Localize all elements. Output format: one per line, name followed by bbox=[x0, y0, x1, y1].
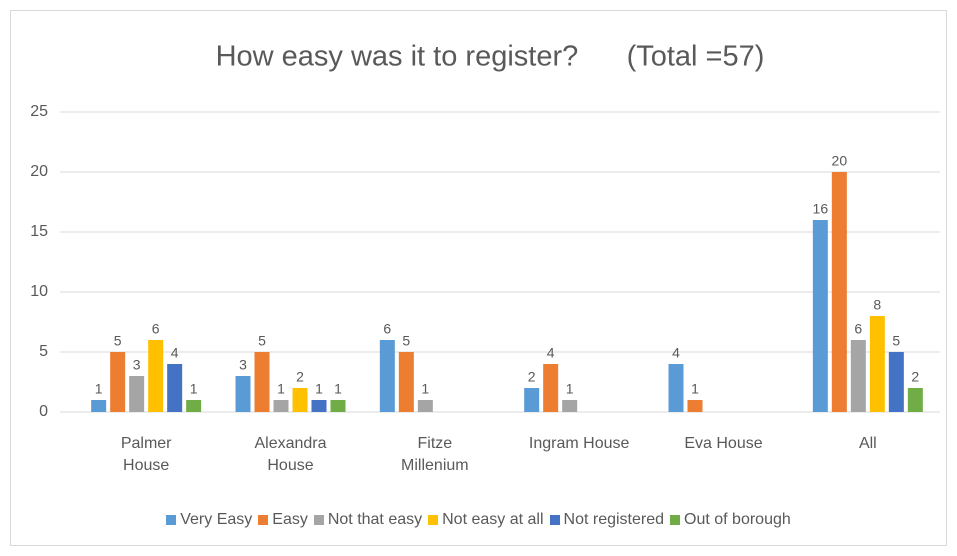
bar bbox=[888, 352, 904, 412]
bar bbox=[235, 376, 251, 412]
legend-item: Very Easy bbox=[166, 511, 252, 529]
y-tick-label: 10 bbox=[30, 283, 48, 300]
y-tick-label: 15 bbox=[30, 223, 48, 240]
x-tick-label: Ingram House bbox=[528, 435, 630, 452]
data-label: 1 bbox=[190, 381, 198, 397]
x-tick-label: Eva House bbox=[684, 435, 763, 452]
legend-swatch bbox=[549, 515, 560, 525]
y-tick-label: 25 bbox=[30, 103, 48, 120]
legend-item: Out of borough bbox=[670, 511, 791, 529]
bar bbox=[562, 400, 578, 412]
chart-title: How easy was it to register? (Total =57) bbox=[216, 41, 765, 73]
legend-swatch bbox=[166, 515, 177, 525]
data-label: 1 bbox=[691, 381, 699, 397]
chart-border bbox=[10, 10, 947, 546]
data-label: 3 bbox=[133, 357, 141, 373]
data-label: 1 bbox=[277, 381, 285, 397]
data-label: 2 bbox=[296, 369, 304, 385]
bar bbox=[91, 400, 107, 412]
y-tick-label: 5 bbox=[39, 343, 48, 360]
data-label: 1 bbox=[315, 381, 323, 397]
legend-swatch bbox=[428, 515, 439, 525]
data-label: 1 bbox=[421, 381, 429, 397]
data-label: 8 bbox=[873, 297, 881, 313]
legend-label: Not registered bbox=[563, 511, 665, 528]
bar bbox=[543, 364, 559, 412]
legend-item: Easy bbox=[258, 511, 308, 529]
data-label: 5 bbox=[258, 333, 266, 349]
data-label: 1 bbox=[334, 381, 342, 397]
legend-item: Not registered bbox=[549, 511, 665, 529]
data-label: 5 bbox=[402, 333, 410, 349]
bar bbox=[148, 340, 164, 412]
bar bbox=[379, 340, 395, 412]
legend-label: Not that easy bbox=[327, 511, 423, 528]
bar bbox=[398, 352, 414, 412]
data-label: 6 bbox=[152, 321, 160, 337]
bar bbox=[292, 388, 308, 412]
data-label: 6 bbox=[383, 321, 391, 337]
data-label: 4 bbox=[672, 345, 680, 361]
legend-item: Not that easy bbox=[313, 511, 423, 529]
data-label: 3 bbox=[239, 357, 247, 373]
legend-swatch bbox=[313, 515, 324, 525]
bar bbox=[831, 172, 847, 412]
data-label: 1 bbox=[95, 381, 103, 397]
bar bbox=[129, 376, 145, 412]
bar bbox=[524, 388, 540, 412]
data-label: 16 bbox=[813, 201, 829, 217]
bar bbox=[330, 400, 346, 412]
legend-label: Out of borough bbox=[684, 511, 791, 528]
data-label: 20 bbox=[832, 153, 848, 169]
data-label: 4 bbox=[547, 345, 555, 361]
bar bbox=[167, 364, 183, 412]
x-tick-label: Fitze Millenium bbox=[401, 435, 469, 474]
bar bbox=[417, 400, 433, 412]
x-tick-label: Palmer House bbox=[120, 435, 172, 474]
legend-item: Not easy at all bbox=[428, 511, 544, 529]
data-label: 5 bbox=[892, 333, 900, 349]
bar bbox=[869, 316, 885, 412]
legend-swatch bbox=[670, 515, 681, 525]
bar bbox=[186, 400, 202, 412]
bar bbox=[254, 352, 270, 412]
bar bbox=[850, 340, 866, 412]
legend-label: Very Easy bbox=[180, 511, 253, 528]
legend: Very Easy Easy Not that easy Not easy at al… bbox=[10, 511, 947, 529]
legend-label: Not easy at all bbox=[442, 511, 544, 528]
data-label: 2 bbox=[911, 369, 919, 385]
y-tick-label: 20 bbox=[30, 163, 48, 180]
data-label: 4 bbox=[171, 345, 179, 361]
data-label: 6 bbox=[854, 321, 862, 337]
bar bbox=[110, 352, 126, 412]
bar bbox=[668, 364, 684, 412]
legend-swatch bbox=[258, 515, 269, 525]
bar bbox=[812, 220, 828, 412]
x-tick-label: Alexandra House bbox=[254, 435, 327, 474]
data-label: 1 bbox=[566, 381, 574, 397]
data-label: 2 bbox=[528, 369, 536, 385]
data-label: 5 bbox=[114, 333, 122, 349]
legend-label: Easy bbox=[272, 511, 308, 528]
bar bbox=[907, 388, 923, 412]
x-tick-label: All bbox=[858, 435, 877, 452]
bar bbox=[311, 400, 327, 412]
bar bbox=[273, 400, 289, 412]
bar bbox=[687, 400, 703, 412]
y-tick-label: 0 bbox=[39, 403, 48, 420]
